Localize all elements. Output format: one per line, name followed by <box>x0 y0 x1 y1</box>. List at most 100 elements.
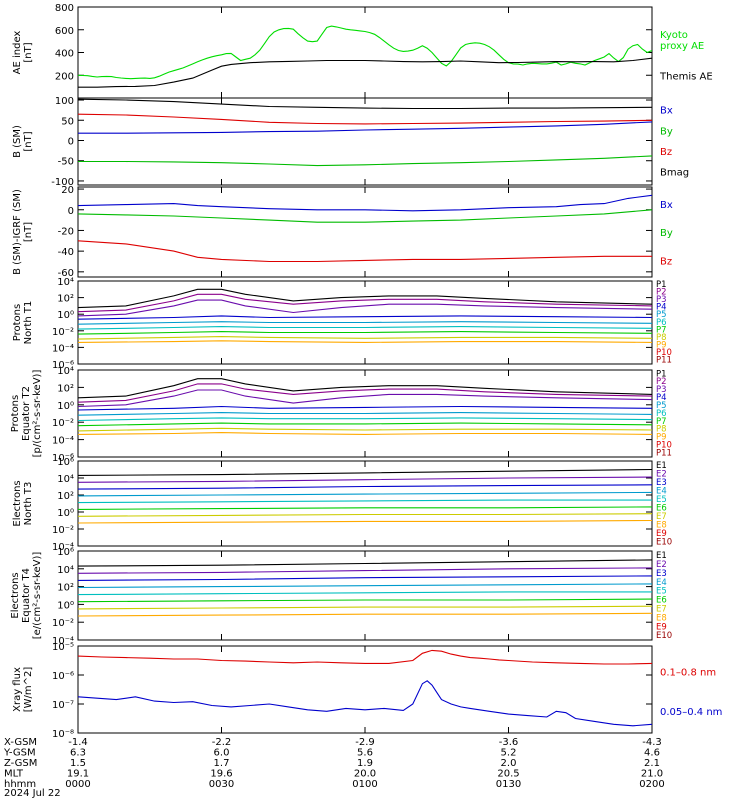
x-tick-label: 19.1 <box>67 769 89 780</box>
series-line-kyoto-proxy-ae <box>78 25 652 80</box>
legend-entry: E3 <box>656 478 667 488</box>
y-tick-label: 10⁰ <box>57 310 74 321</box>
y-axis-label: [p/(cm²-s-sr-keV)] <box>32 370 43 458</box>
y-tick-label: 10⁰ <box>57 401 74 412</box>
legend-entry: E4 <box>656 486 667 496</box>
x-tick-label: 20.0 <box>354 769 376 780</box>
x-tick-label: 0130 <box>496 779 521 790</box>
legend-entry: P8 <box>656 333 667 343</box>
legend-entry: P11 <box>656 355 672 365</box>
panel-5: 10⁻⁶ 10⁻⁴ 10⁻² 10⁰ 10² 10⁴ Protons Equator T2 [p… <box>10 366 672 464</box>
y-axis-label: Electrons <box>12 480 23 526</box>
y-axis-label: Protons <box>10 395 21 432</box>
x-axis-annotations: X-GSM -1.4 -2.2 -2.9 -3.6 -4.3 Y-GSM 6.3 6.0 5.6 5… <box>3 737 665 799</box>
y-tick-label: 10⁻⁶ <box>52 453 74 464</box>
series-line-p4 <box>78 315 652 320</box>
panel-frame <box>77 186 653 278</box>
series-line-e7 <box>78 605 652 610</box>
x-tick-label: 0100 <box>352 779 377 790</box>
legend-entry: 0.05–0.4 nm <box>660 707 722 718</box>
y-axis-label: [W/m^2] <box>23 667 34 713</box>
x-row-label: MLT <box>4 769 24 780</box>
panel-frame <box>77 550 653 641</box>
legend-entry: P5 <box>656 310 667 320</box>
legend-entry: E9 <box>656 529 667 539</box>
legend-entry: By <box>660 126 673 137</box>
legend-entry: P3 <box>656 385 667 395</box>
series-line-e5 <box>78 499 652 504</box>
y-axis-label: [nT] <box>23 42 34 62</box>
y-tick-label: 10² <box>57 583 74 594</box>
legend-entry: Bz <box>660 147 672 158</box>
series-line-p2 <box>78 383 652 403</box>
y-tick-label: -50 <box>58 157 74 168</box>
panel-3: -60 -40 -20 0 20 B (SM)-IGRF (SM) [nT] Bx By Bz <box>12 185 673 279</box>
legend-entry: E5 <box>656 587 667 597</box>
y-tick-label: 10⁻⁸ <box>52 729 74 740</box>
legend-entry: Bmag <box>660 168 689 179</box>
legend-entry: P4 <box>656 303 667 313</box>
series-line-bz <box>78 113 652 125</box>
y-tick-label: 10⁻⁶ <box>52 671 74 682</box>
series-line-e2 <box>78 476 652 483</box>
x-row-label: X-GSM <box>4 737 37 748</box>
x-tick-label: 6.0 <box>214 748 230 759</box>
y-tick-label: 10⁻² <box>52 525 74 536</box>
legend-entry: P7 <box>656 325 667 335</box>
y-tick-label: 10⁻⁴ <box>52 636 74 647</box>
series-line-0-05-0-4-nm <box>78 680 652 727</box>
y-tick-label: 10⁴ <box>57 474 74 485</box>
series-line-p2 <box>78 293 652 313</box>
y-tick-label: 10² <box>57 383 74 394</box>
y-tick-label: 10⁻² <box>52 418 74 429</box>
x-tick-label: 2.1 <box>644 758 660 769</box>
y-tick-label: 20 <box>61 185 74 196</box>
legend-entry: Bx <box>660 200 673 211</box>
series-line-by <box>78 155 652 167</box>
legend-entry: E7 <box>656 512 667 522</box>
series-line-e6 <box>78 598 652 603</box>
series-line-p3 <box>78 299 652 317</box>
y-tick-label: 800 <box>55 3 74 14</box>
legend-entry: P1 <box>656 280 667 290</box>
y-tick-label: -100 <box>51 177 74 188</box>
y-tick-label: 10⁴ <box>57 277 74 288</box>
x-tick-label: -3.6 <box>499 737 519 748</box>
series-line-e4 <box>78 583 652 589</box>
x-tick-label: 0200 <box>639 779 664 790</box>
legend-entry: E4 <box>656 578 667 588</box>
legend-entry: Bx <box>660 106 673 117</box>
y-tick-label: 10⁻⁷ <box>52 700 74 711</box>
y-tick-label: 0 <box>68 136 74 147</box>
y-tick-label: -40 <box>58 247 74 258</box>
legend-entry: P9 <box>656 340 667 350</box>
y-tick-label: 10⁴ <box>57 565 74 576</box>
legend-entry: E1 <box>656 551 667 561</box>
panel-4: 10⁻⁶ 10⁻⁴ 10⁻² 10⁰ 10² 10⁴ Protons North T1 P1P2… <box>12 277 672 371</box>
legend-entry: P2 <box>656 288 667 298</box>
x-tick-label: 5.6 <box>357 748 373 759</box>
series-line-p8 <box>78 336 652 340</box>
y-axis-label: North T1 <box>23 301 34 345</box>
series-line-p6 <box>78 417 652 422</box>
y-axis-label: Electrons <box>10 572 21 618</box>
x-row-label: Z-GSM <box>4 758 37 769</box>
series-line-bz <box>78 240 652 263</box>
legend-entry: E2 <box>656 560 667 570</box>
x-tick-label: -1.4 <box>68 737 88 748</box>
legend-entry: E10 <box>656 537 672 547</box>
y-tick-label: 10⁻⁴ <box>52 343 74 354</box>
y-tick-label: -60 <box>58 268 74 279</box>
legend-entry: P4 <box>656 393 667 403</box>
y-tick-label: 10⁻⁴ <box>52 436 74 447</box>
y-tick-label: 10⁻⁶ <box>52 360 74 371</box>
series-line-p4 <box>78 405 652 411</box>
x-tick-label: 2.0 <box>501 758 517 769</box>
series-line-by <box>78 209 652 223</box>
y-tick-label: 600 <box>55 26 74 37</box>
series-line-e4 <box>78 491 652 497</box>
x-tick-label: 6.3 <box>70 748 86 759</box>
